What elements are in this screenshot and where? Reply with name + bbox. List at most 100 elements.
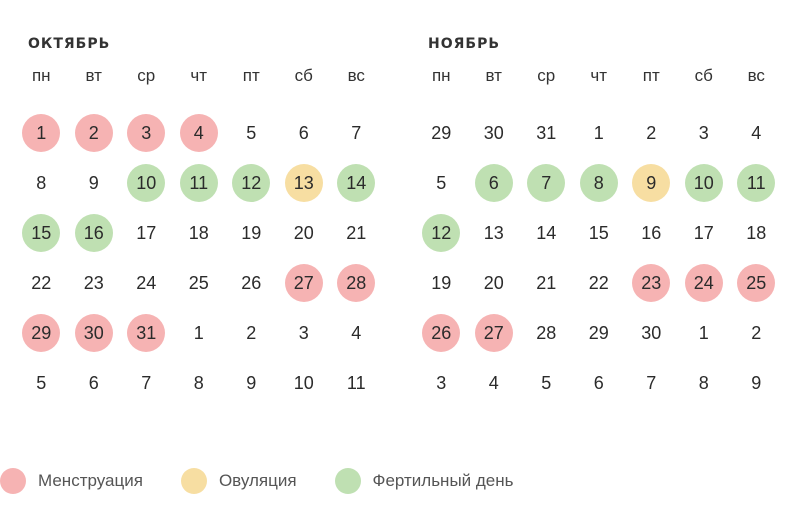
day-number: 24 [136,272,157,293]
day-number: 16 [641,222,662,243]
day-cell: 16 [625,208,678,258]
weekday-label: ср [537,66,556,85]
day-number: 2 [646,122,657,143]
legend-label: Менструация [38,471,143,490]
day-number: 11 [346,372,366,393]
day-marked: 28 [337,264,376,302]
weekday-label: вт [485,66,502,85]
day-cell: 15 [573,208,626,258]
day-cell: 30 [625,308,678,358]
weekday-label: пн [31,66,51,85]
day-marked: 1 [22,114,61,152]
day-cell: 22 [573,258,626,308]
day-cell: 17 [120,208,173,258]
day-cell: 28 [520,308,573,358]
day-number: 5 [246,122,257,143]
day-number: 3 [698,122,709,143]
day-marked: 13 [284,164,323,202]
day-cell: 1 [15,108,68,158]
weekday-label: пт [242,66,260,85]
day-cell: 10 [278,358,331,408]
legend: Менструация Овуляция Фертильный день [0,468,552,494]
day-cell: 16 [68,208,121,258]
legend-dot-icon [334,468,361,494]
day-number: 17 [136,222,157,243]
day-cell: 7 [120,358,173,408]
day-cell: 6 [278,108,331,158]
day-cell: 4 [468,358,521,408]
day-cell: 22 [15,258,68,308]
day-marked: 24 [684,264,723,302]
legend-item: Менструация [0,468,143,494]
day-cell: 26 [225,258,278,308]
day-number: 26 [241,272,262,293]
day-marked: 23 [632,264,671,302]
day-cell: 27 [468,308,521,358]
day-cell: 29 [15,308,68,358]
day-cell: 19 [415,258,468,308]
day-cell: 2 [225,308,278,358]
legend-dot-icon [0,468,26,494]
day-marked: 14 [337,164,376,202]
day-cell: 30 [68,308,121,358]
month-grid: пн вт ср чт пт сб вс 29 30 31 1 2 3 4 5 6 7 8 9 10 11 12 13 14 1… [415,58,783,408]
weekday-label: вс [747,66,765,85]
day-number: 9 [751,372,762,393]
day-cell: 6 [68,358,121,408]
day-cell: 12 [225,158,278,208]
day-number: 8 [36,172,47,193]
day-marked: 27 [474,314,513,352]
day-cell: 10 [678,158,731,208]
day-number: 13 [483,222,504,243]
day-cell: 5 [15,358,68,408]
legend-dot-icon [180,468,207,494]
day-number: 7 [141,372,152,393]
legend-label: Фертильный день [372,471,514,490]
day-cell: 7 [330,108,383,158]
day-number: 14 [536,222,557,243]
day-marked: 3 [127,114,166,152]
day-number: 4 [751,122,762,143]
day-cell: 20 [468,258,521,308]
day-number: 8 [698,372,709,393]
day-cell: 6 [468,158,521,208]
month-grid: пн вт ср чт пт сб вс 1 2 3 4 5 6 7 8 9 10 11 12 13 14 15 16 17 1… [15,58,383,408]
day-marked: 6 [474,164,513,202]
day-number: 21 [536,272,557,293]
day-number: 28 [536,322,557,343]
weekday-label: вс [347,66,365,85]
day-cell: 2 [625,108,678,158]
day-cell: 21 [520,258,573,308]
day-cell: 4 [330,308,383,358]
weekday-label: сб [294,66,313,85]
day-cell: 31 [520,108,573,158]
day-number: 29 [588,322,609,343]
day-marked: 2 [74,114,113,152]
day-number: 4 [488,372,499,393]
day-cell: 19 [225,208,278,258]
day-marked: 10 [127,164,166,202]
day-cell: 9 [68,158,121,208]
day-cell: 5 [415,158,468,208]
day-cell: 26 [415,308,468,358]
day-cell: 5 [520,358,573,408]
day-cell: 3 [415,358,468,408]
day-cell: 15 [15,208,68,258]
day-cell: 8 [15,158,68,208]
day-marked: 9 [632,164,671,202]
day-cell: 17 [678,208,731,258]
day-number: 21 [346,222,367,243]
day-cell: 2 [730,308,783,358]
day-cell: 6 [573,358,626,408]
day-cell: 3 [120,108,173,158]
day-number: 30 [641,322,662,343]
day-number: 9 [246,372,257,393]
day-marked: 25 [737,264,776,302]
day-marked: 29 [22,314,61,352]
day-marked: 4 [179,114,218,152]
day-cell: 9 [730,358,783,408]
day-cell: 11 [730,158,783,208]
day-cell: 28 [330,258,383,308]
weekday-label: вт [85,66,102,85]
day-marked: 27 [284,264,323,302]
